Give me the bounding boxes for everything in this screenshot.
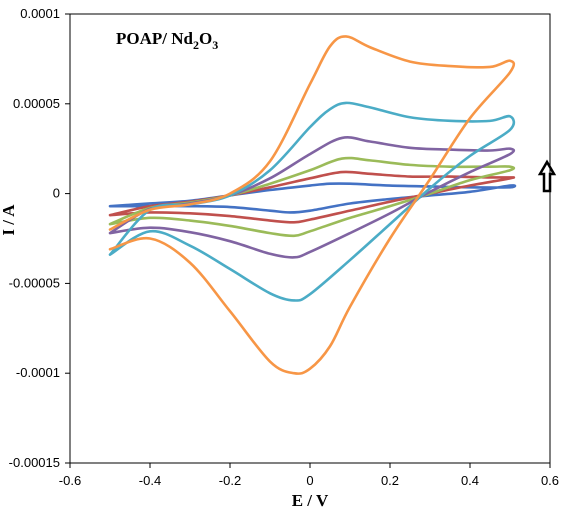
series-line	[108, 156, 516, 238]
x-tick-label: -0.4	[139, 473, 161, 488]
y-tick-label: -0.00005	[9, 275, 60, 290]
series-layer	[108, 35, 517, 375]
x-tick-label: 0.6	[541, 473, 559, 488]
y-tick-label: 0.0001	[20, 6, 60, 21]
scan-direction-arrow-icon	[537, 159, 557, 193]
y-tick-label: 0.00005	[13, 96, 60, 111]
series-line	[108, 136, 516, 259]
y-axis-ticks: 0.0001 0.00005 0 -0.00005 -0.0001 -0.00015	[9, 6, 70, 470]
chart-annotation: POAP/ Nd2O3	[116, 29, 218, 52]
series-line	[108, 170, 516, 224]
x-tick-label: 0	[306, 473, 313, 488]
y-axis-label: I / A	[0, 204, 18, 236]
series-line	[108, 101, 516, 302]
x-tick-label: 0.4	[461, 473, 479, 488]
x-axis-ticks: -0.6 -0.4 -0.2 0 0.2 0.4 0.6	[59, 463, 559, 488]
y-tick-label: -0.0001	[16, 365, 60, 380]
series-line	[108, 35, 516, 375]
y-tick-label: 0	[53, 186, 60, 201]
y-tick-label: -0.00015	[9, 455, 60, 470]
x-tick-label: -0.6	[59, 473, 81, 488]
series-line	[108, 182, 517, 214]
x-tick-label: -0.2	[219, 473, 241, 488]
x-axis-label: E / V	[292, 491, 329, 510]
x-tick-label: 0.2	[381, 473, 399, 488]
